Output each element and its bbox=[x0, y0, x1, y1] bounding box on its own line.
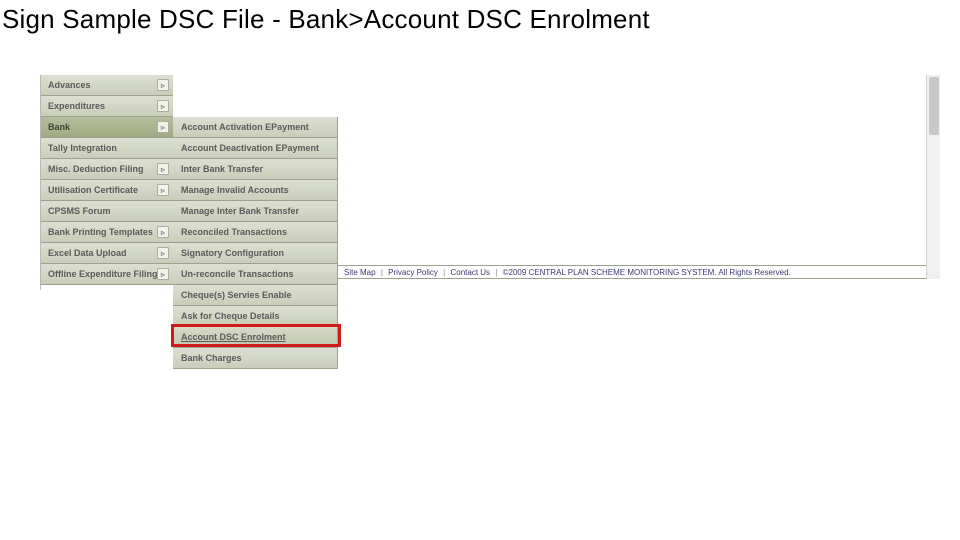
chevron-right-icon: ▹ bbox=[157, 184, 169, 196]
sidebar-item-bank[interactable]: Bank ▹ bbox=[41, 117, 173, 138]
submenu-item-manage-inter-bank-transfer[interactable]: Manage Inter Bank Transfer bbox=[173, 201, 337, 222]
separator: | bbox=[378, 268, 386, 277]
sidebar-item-label: Tally Integration bbox=[48, 143, 117, 153]
sidebar-item-label: Expenditures bbox=[48, 101, 105, 111]
submenu-item-cheque-s-servies-enable[interactable]: Cheque(s) Servies Enable bbox=[173, 285, 337, 306]
footer-bar: Site Map | Privacy Policy | Contact Us |… bbox=[338, 265, 940, 279]
footer-link-sitemap[interactable]: Site Map bbox=[344, 268, 376, 277]
chevron-right-icon: ▹ bbox=[157, 79, 169, 91]
submenu-item-reconciled-transactions[interactable]: Reconciled Transactions bbox=[173, 222, 337, 243]
sidebar-item-advances[interactable]: Advances ▹ bbox=[41, 75, 173, 96]
bank-submenu: Account Activation EPaymentAccount Deact… bbox=[173, 117, 338, 369]
footer-link-privacy[interactable]: Privacy Policy bbox=[388, 268, 438, 277]
submenu-item-un-reconcile-transactions[interactable]: Un-reconcile Transactions bbox=[173, 264, 337, 285]
sidebar-item-label: Offline Expenditure Filing bbox=[48, 269, 158, 279]
sidebar-item-offline-expenditure-filing[interactable]: Offline Expenditure Filing▹ bbox=[41, 264, 173, 285]
chevron-right-icon: ▹ bbox=[157, 226, 169, 238]
footer-link-contact[interactable]: Contact Us bbox=[450, 268, 490, 277]
submenu-item-inter-bank-transfer[interactable]: Inter Bank Transfer bbox=[173, 159, 337, 180]
chevron-right-icon: ▹ bbox=[157, 163, 169, 175]
separator: | bbox=[492, 268, 500, 277]
sidebar-item-label: CPSMS Forum bbox=[48, 206, 111, 216]
sidebar-item-excel-data-upload[interactable]: Excel Data Upload ▹ bbox=[41, 243, 173, 264]
sidebar-item-label: Advances bbox=[48, 80, 91, 90]
sidebar-item-cpsms-forum[interactable]: CPSMS Forum bbox=[41, 201, 173, 222]
submenu-item-signatory-configuration[interactable]: Signatory Configuration bbox=[173, 243, 337, 264]
submenu-item-ask-for-cheque-details[interactable]: Ask for Cheque Details bbox=[173, 306, 337, 327]
sidebar-item-label: Bank bbox=[48, 122, 70, 132]
chevron-right-icon: ▹ bbox=[157, 121, 169, 133]
submenu-item-manage-invalid-accounts[interactable]: Manage Invalid Accounts bbox=[173, 180, 337, 201]
footer-copyright: ©2009 CENTRAL PLAN SCHEME MONITORING SYS… bbox=[503, 268, 791, 277]
submenu-item-account-deactivation-epayment[interactable]: Account Deactivation EPayment bbox=[173, 138, 337, 159]
sidebar-menu: Advances ▹ Expenditures ▹ Bank ▹ Tally Integra… bbox=[41, 75, 173, 285]
chevron-right-icon: ▹ bbox=[157, 268, 169, 280]
sidebar-item-tally-integration[interactable]: Tally Integration bbox=[41, 138, 173, 159]
submenu-item-account-activation-epayment[interactable]: Account Activation EPayment bbox=[173, 117, 337, 138]
sidebar-item-expenditures[interactable]: Expenditures ▹ bbox=[41, 96, 173, 117]
sidebar-item-utilisation-certificate[interactable]: Utilisation Certificate ▹ bbox=[41, 180, 173, 201]
scrollbar-thumb[interactable] bbox=[929, 77, 939, 135]
app-screenshot: Advances ▹ Expenditures ▹ Bank ▹ Tally Integra… bbox=[40, 75, 940, 375]
sidebar-item-misc-deduction-filing[interactable]: Misc. Deduction Filing ▹ bbox=[41, 159, 173, 180]
sidebar-item-label: Bank Printing Templates bbox=[48, 227, 153, 237]
sidebar-item-label: Misc. Deduction Filing bbox=[48, 164, 144, 174]
slide-title: Sign Sample DSC File - Bank>Account DSC … bbox=[0, 0, 960, 53]
vertical-scrollbar[interactable] bbox=[926, 75, 940, 279]
sidebar-item-label: Excel Data Upload bbox=[48, 248, 127, 258]
submenu-item-bank-charges[interactable]: Bank Charges bbox=[173, 348, 337, 369]
chevron-right-icon: ▹ bbox=[157, 247, 169, 259]
sidebar-item-label: Utilisation Certificate bbox=[48, 185, 138, 195]
sidebar-item-bank-printing-templates[interactable]: Bank Printing Templates ▹ bbox=[41, 222, 173, 243]
submenu-item-account-dsc-enrolment[interactable]: Account DSC Enrolment bbox=[173, 327, 337, 348]
chevron-right-icon: ▹ bbox=[157, 100, 169, 112]
separator: | bbox=[440, 268, 448, 277]
